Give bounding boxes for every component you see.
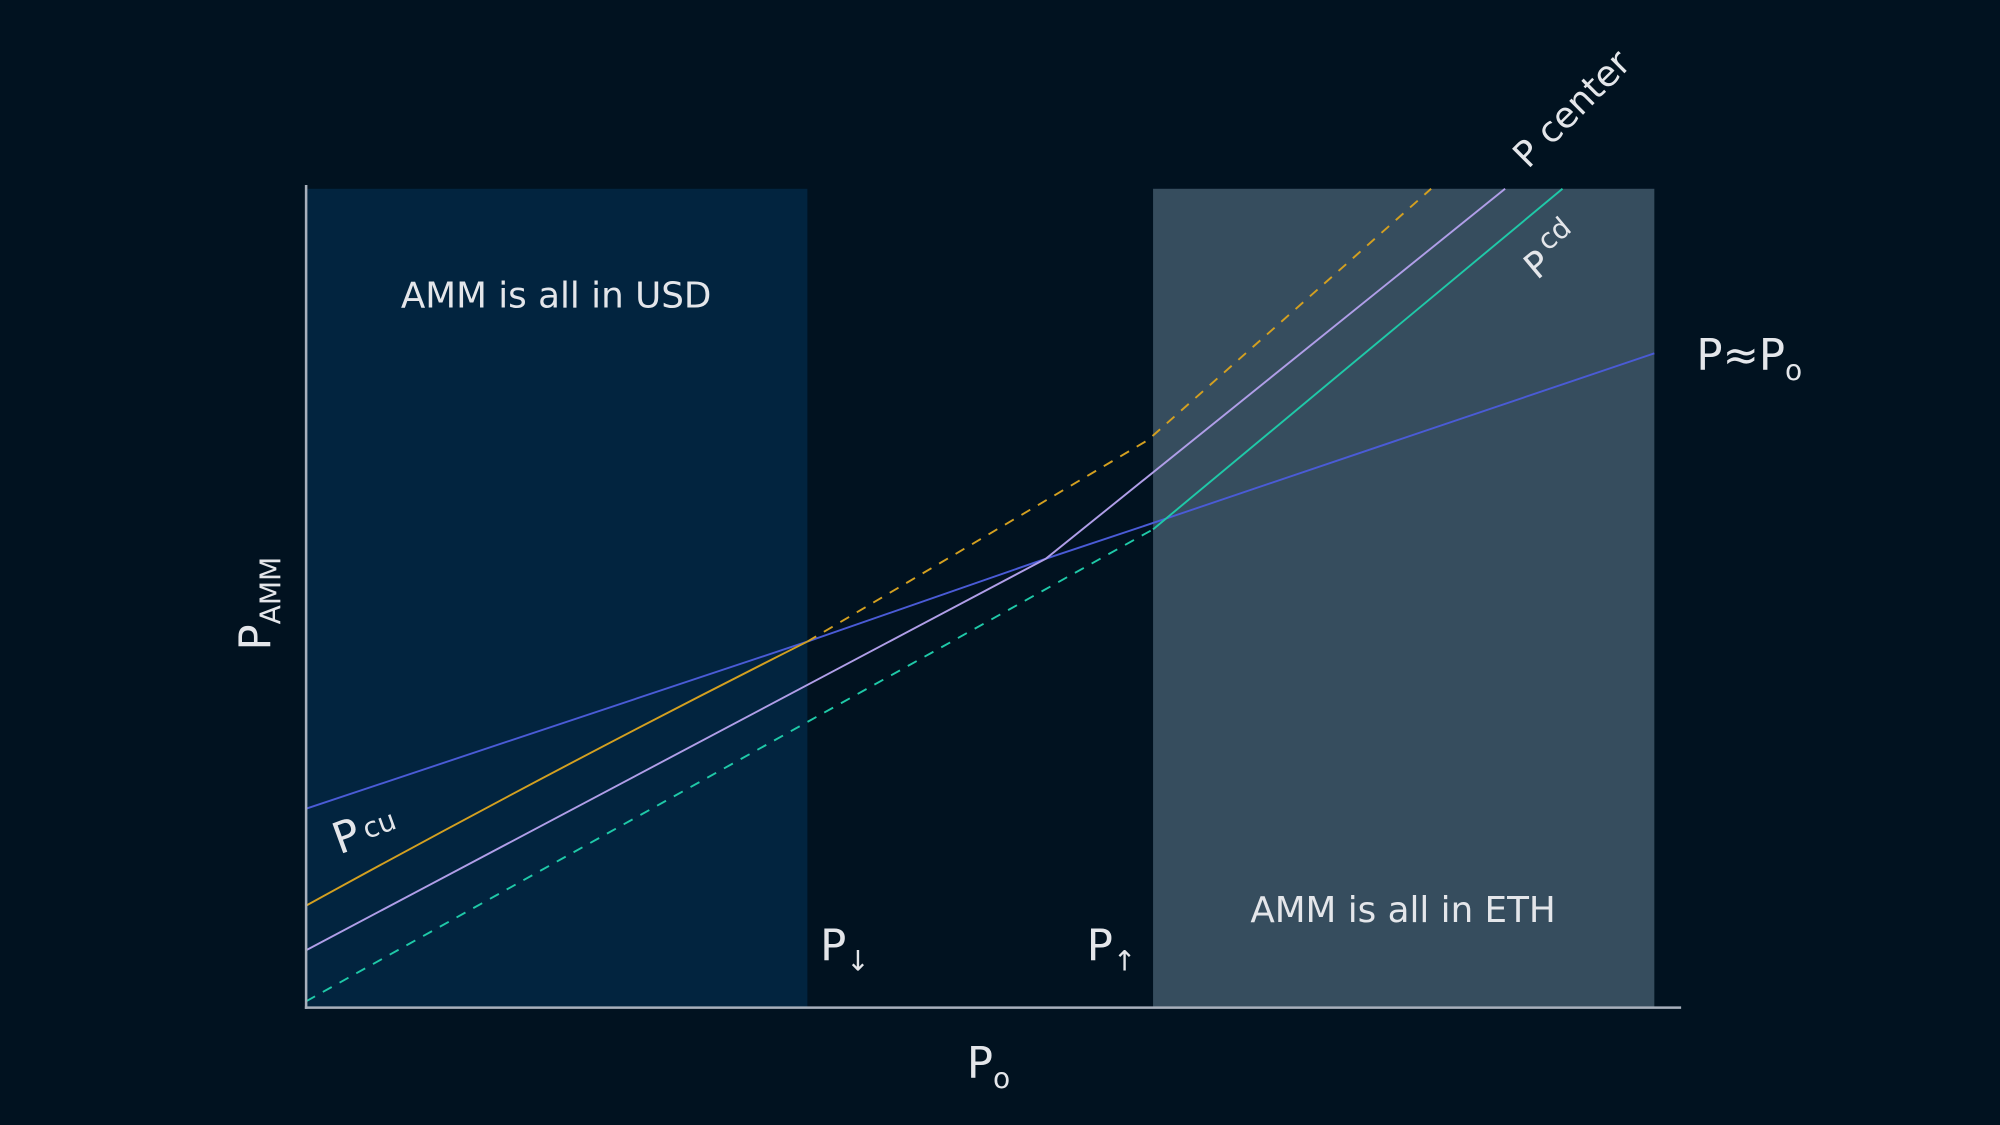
- region-label: AMM is all in ETH: [1250, 890, 1555, 931]
- label-main: P: [967, 1039, 993, 1089]
- eth-region: [1153, 188, 1655, 1008]
- label-main: P: [231, 624, 281, 650]
- marker-label: P↑: [1087, 921, 1137, 977]
- label-sub: o: [993, 1062, 1010, 1095]
- label-main: P: [1087, 921, 1113, 971]
- usd-region: [307, 188, 808, 1008]
- label-sub: ↑: [1113, 945, 1137, 978]
- label-sub: ↓: [846, 945, 870, 978]
- marker-label: P↓: [820, 921, 870, 977]
- x-axis-label: Po: [967, 1039, 1010, 1095]
- p-cd-dashed: [305, 528, 1154, 1003]
- label-sub: AMM: [255, 557, 288, 625]
- p-center-line: [305, 188, 1506, 952]
- curve-label: P≈Po: [1696, 331, 1802, 387]
- p-cd-line: [1152, 188, 1564, 531]
- p-cu-line: [305, 640, 808, 907]
- y-axis-label: PAMM: [231, 557, 287, 651]
- label-main: P≈P: [1696, 331, 1785, 381]
- label-sub: o: [1785, 354, 1802, 387]
- region-label: AMM is all in USD: [401, 275, 712, 316]
- label-main: P: [820, 921, 846, 971]
